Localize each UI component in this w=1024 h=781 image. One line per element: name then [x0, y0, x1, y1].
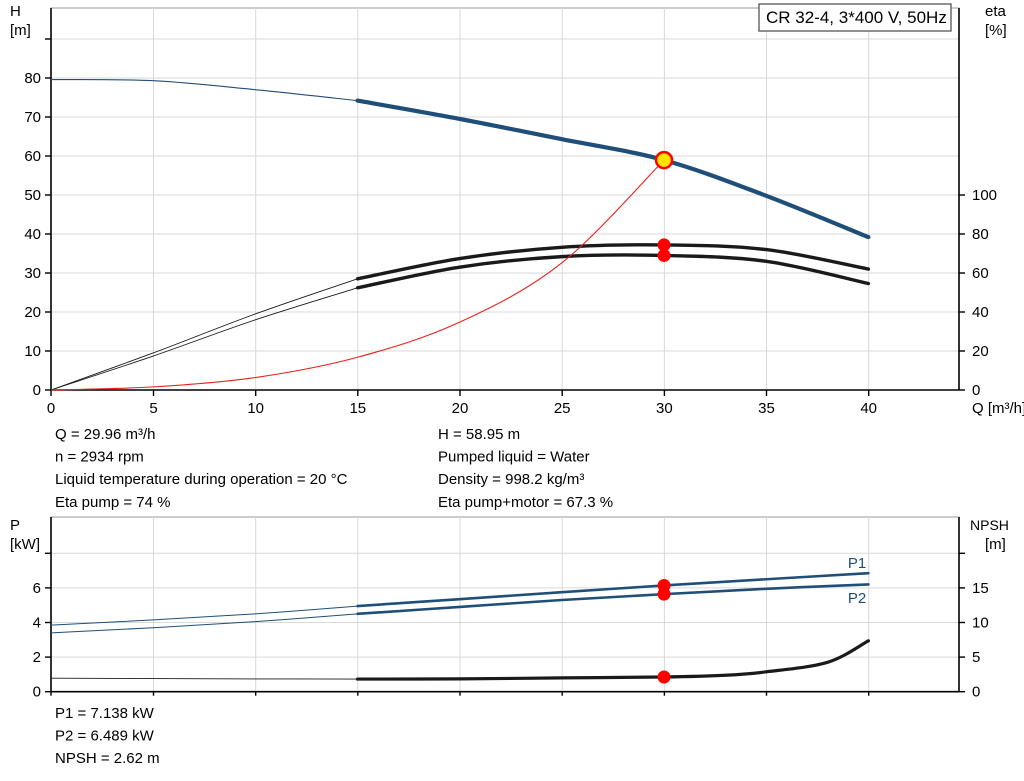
svg-text:Q [m³/h]: Q [m³/h] — [972, 400, 1024, 417]
svg-text:10: 10 — [972, 615, 989, 632]
svg-text:0: 0 — [33, 382, 41, 399]
svg-text:40: 40 — [972, 304, 989, 321]
svg-text:0: 0 — [972, 684, 980, 701]
svg-text:NPSH = 2.62 m: NPSH = 2.62 m — [55, 750, 160, 767]
svg-text:Q = 29.96 m³/h: Q = 29.96 m³/h — [55, 426, 155, 443]
svg-text:20: 20 — [452, 400, 469, 417]
svg-text:Density = 998.2 kg/m³: Density = 998.2 kg/m³ — [438, 471, 584, 488]
svg-text:30: 30 — [656, 400, 673, 417]
svg-text:70: 70 — [24, 109, 41, 126]
svg-text:P: P — [10, 517, 20, 534]
svg-text:15: 15 — [972, 580, 989, 597]
svg-text:P2: P2 — [848, 590, 866, 607]
svg-text:6: 6 — [33, 580, 41, 597]
svg-text:40: 40 — [24, 226, 41, 243]
svg-text:20: 20 — [972, 343, 989, 360]
svg-text:[kW]: [kW] — [10, 536, 40, 553]
svg-text:25: 25 — [554, 400, 571, 417]
svg-text:5: 5 — [149, 400, 157, 417]
svg-text:10: 10 — [24, 343, 41, 360]
svg-text:80: 80 — [24, 70, 41, 87]
svg-text:80: 80 — [972, 226, 989, 243]
svg-text:50: 50 — [24, 187, 41, 204]
svg-text:CR 32-4, 3*400 V, 50Hz: CR 32-4, 3*400 V, 50Hz — [766, 8, 947, 27]
svg-text:H: H — [10, 3, 21, 20]
svg-text:20: 20 — [24, 304, 41, 321]
svg-text:Liquid temperature during oper: Liquid temperature during operation = 20… — [55, 471, 348, 488]
svg-text:4: 4 — [33, 615, 41, 632]
svg-text:H = 58.95 m: H = 58.95 m — [438, 426, 520, 443]
svg-text:2: 2 — [33, 649, 41, 666]
svg-text:Eta pump = 74 %: Eta pump = 74 % — [55, 494, 171, 511]
svg-text:15: 15 — [349, 400, 366, 417]
svg-text:0: 0 — [47, 400, 55, 417]
svg-text:Eta pump+motor = 67.3 %: Eta pump+motor = 67.3 % — [438, 494, 613, 511]
svg-text:60: 60 — [972, 265, 989, 282]
svg-text:n = 2934 rpm: n = 2934 rpm — [55, 449, 144, 466]
svg-text:eta: eta — [985, 3, 1007, 20]
svg-text:100: 100 — [972, 187, 997, 204]
svg-text:35: 35 — [758, 400, 775, 417]
svg-text:30: 30 — [24, 265, 41, 282]
svg-text:0: 0 — [33, 684, 41, 701]
svg-text:[m]: [m] — [985, 536, 1006, 553]
svg-text:[m]: [m] — [10, 22, 31, 39]
svg-text:P2 = 6.489 kW: P2 = 6.489 kW — [55, 728, 155, 745]
svg-text:P1 = 7.138 kW: P1 = 7.138 kW — [55, 705, 155, 722]
svg-text:60: 60 — [24, 148, 41, 165]
svg-text:P1: P1 — [848, 555, 866, 572]
svg-text:NPSH: NPSH — [970, 517, 1009, 533]
svg-text:40: 40 — [860, 400, 877, 417]
svg-text:Pumped liquid = Water: Pumped liquid = Water — [438, 449, 590, 466]
svg-text:10: 10 — [247, 400, 264, 417]
svg-text:5: 5 — [972, 649, 980, 666]
svg-text:[%]: [%] — [985, 22, 1007, 39]
svg-text:0: 0 — [972, 382, 980, 399]
